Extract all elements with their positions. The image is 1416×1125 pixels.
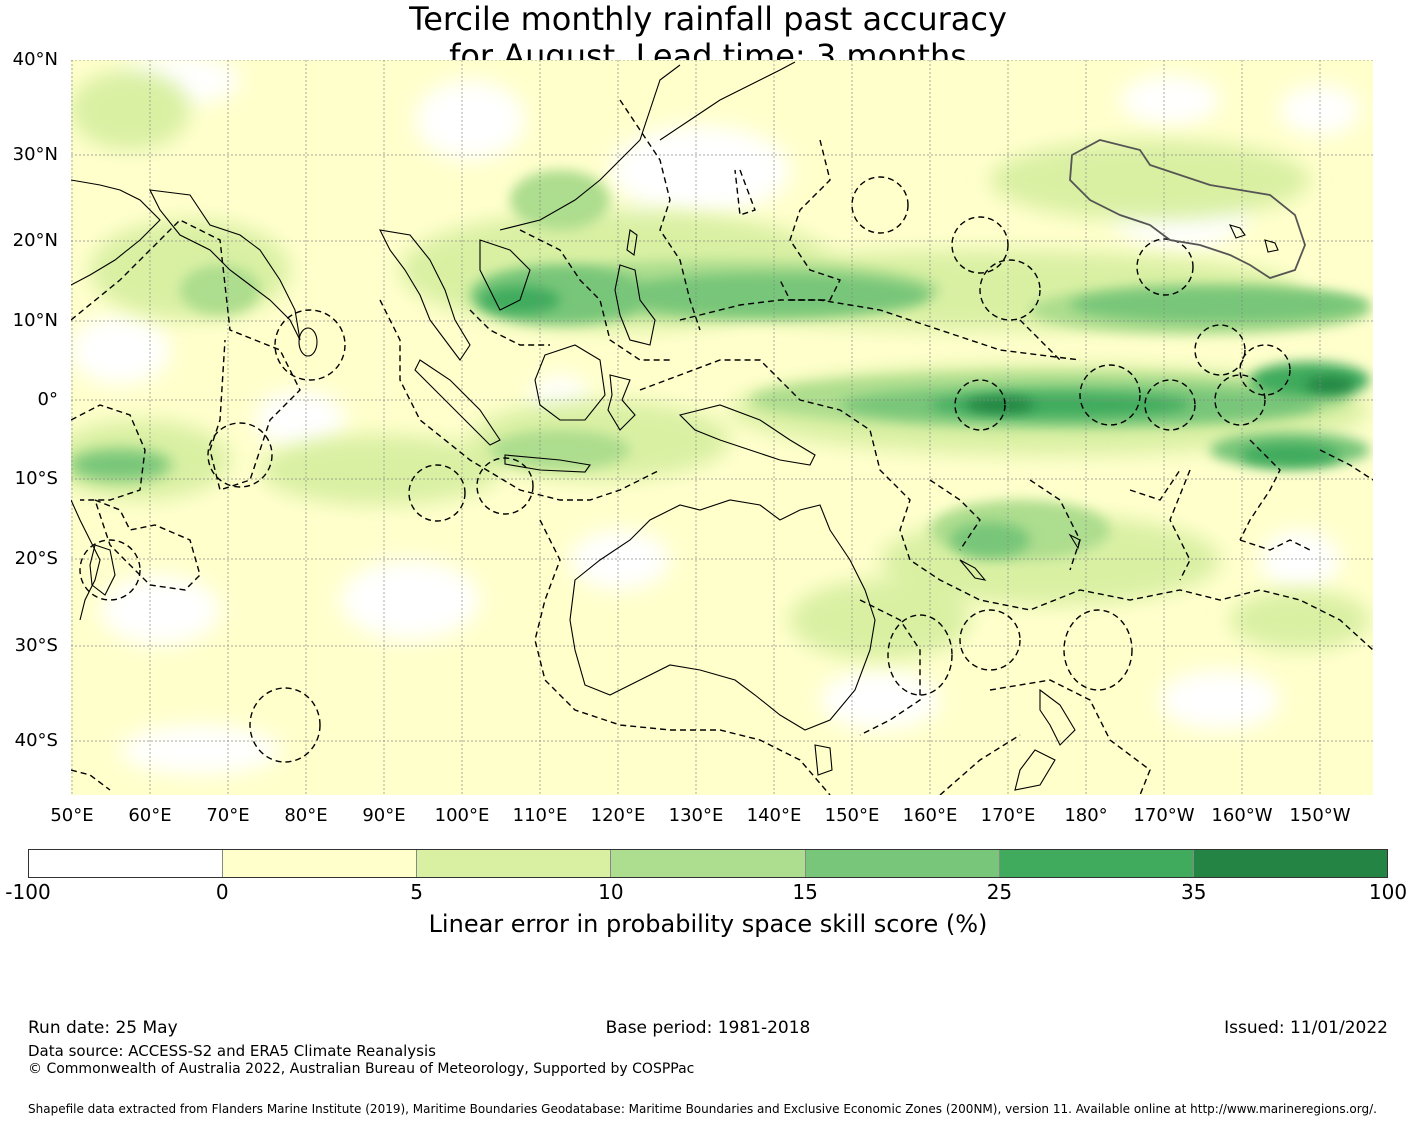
- colorbar-tick-label: 100: [1368, 880, 1408, 904]
- skill-map: [71, 60, 1373, 795]
- run-date: Run date: 25 May: [28, 1018, 178, 1038]
- coastlines: [71, 61, 1279, 791]
- lon-label: 120°E: [590, 805, 646, 826]
- lon-label: 80°E: [284, 805, 328, 826]
- colorbar-tick-label: 35: [1180, 880, 1207, 904]
- lon-label: 130°E: [668, 805, 724, 826]
- lat-label: 10°N: [12, 310, 58, 331]
- lon-label: 160°W: [1211, 805, 1273, 826]
- lon-label: 170°E: [980, 805, 1036, 826]
- colorbar-tick-label: 5: [410, 880, 423, 904]
- colorbar-tick-label: 15: [792, 880, 818, 904]
- lon-label: 70°E: [206, 805, 250, 826]
- colorbar-segment: [611, 850, 806, 877]
- base-period: Base period: 1981-2018: [605, 1018, 811, 1038]
- lat-label: 40°N: [12, 49, 58, 70]
- lat-label: 30°S: [14, 635, 58, 656]
- colorbar: [28, 849, 1388, 878]
- chart-title-line1: Tercile monthly rainfall past accuracy: [409, 0, 1007, 38]
- lon-label: 90°E: [362, 805, 406, 826]
- lon-label: 140°E: [746, 805, 802, 826]
- colorbar-tick-label: 10: [598, 880, 624, 904]
- copyright: © Commonwealth of Australia 2022, Austra…: [28, 1061, 695, 1077]
- colorbar-segment: [417, 850, 612, 877]
- colorbar-segment: [805, 850, 1000, 877]
- lon-label: 50°E: [50, 805, 94, 826]
- lat-label: 20°S: [14, 548, 58, 569]
- lat-label: 10°S: [14, 468, 58, 489]
- skill-field-35-100: [965, 377, 1355, 413]
- hawaii-eez-boundary: [1069, 139, 1306, 279]
- lat-label: 30°N: [12, 144, 58, 165]
- lon-label: 180°: [1064, 805, 1108, 826]
- shapefile-credit: Shapefile data extracted from Flanders M…: [28, 1102, 1377, 1116]
- colorbar-tick-label: 25: [986, 880, 1013, 904]
- colorbar-tick-label: 0: [215, 880, 229, 904]
- lat-label: 20°N: [12, 230, 58, 251]
- colorbar-segment: [1193, 850, 1387, 877]
- eez-boundaries: [71, 99, 1373, 795]
- lon-label: 170°W: [1133, 805, 1195, 826]
- lon-label: 160°E: [902, 805, 958, 826]
- lon-label: 100°E: [434, 805, 490, 826]
- lon-label: 110°E: [512, 805, 568, 826]
- colorbar-label: Linear error in probability space skill …: [428, 910, 988, 938]
- colorbar-segment: [223, 850, 418, 877]
- lat-label: 40°S: [14, 730, 58, 751]
- lat-label: 0°: [37, 389, 58, 410]
- colorbar-segment: [29, 850, 224, 877]
- lon-label: 150°W: [1289, 805, 1351, 826]
- issued-date: Issued: 11/01/2022: [1224, 1018, 1388, 1038]
- data-source: Data source: ACCESS-S2 and ERA5 Climate …: [28, 1042, 436, 1060]
- lon-label: 60°E: [128, 805, 172, 826]
- colorbar-tick-label: -100: [5, 880, 51, 904]
- lon-label: 150°E: [824, 805, 880, 826]
- colorbar-segment: [999, 850, 1194, 877]
